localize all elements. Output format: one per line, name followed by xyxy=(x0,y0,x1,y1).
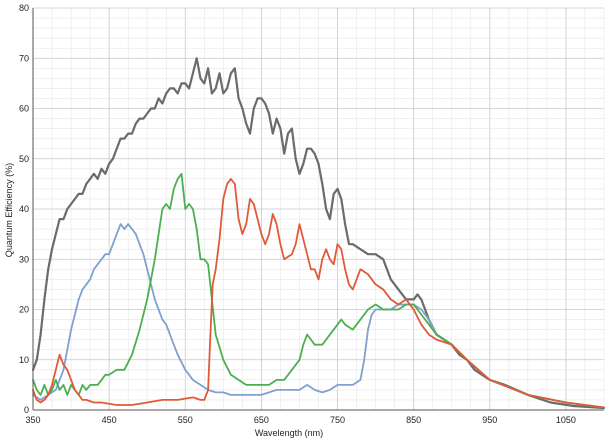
y-tick-label: 0 xyxy=(24,405,29,415)
x-tick-label: 950 xyxy=(482,415,497,425)
y-tick-label: 20 xyxy=(19,305,29,315)
y-tick-label: 10 xyxy=(19,355,29,365)
y-tick-labels: 0 10 20 30 40 50 60 70 80 xyxy=(19,3,29,415)
series-lines xyxy=(31,57,606,410)
y-tick-label: 70 xyxy=(19,53,29,63)
x-tick-label: 850 xyxy=(406,415,421,425)
y-axis-title: Quantum Efficiency (%) xyxy=(4,163,14,257)
x-tick-label: 350 xyxy=(25,415,40,425)
series-line-4 xyxy=(32,178,605,409)
axes xyxy=(32,8,604,411)
y-tick-label: 80 xyxy=(19,3,29,13)
x-tick-label: 750 xyxy=(330,415,345,425)
gridlines xyxy=(32,7,605,411)
x-tick-label: 550 xyxy=(178,415,193,425)
y-tick-label: 40 xyxy=(19,204,29,214)
x-tick-labels: 350 450 550 650 750 850 950 1050 xyxy=(25,415,575,425)
y-tick-label: 30 xyxy=(19,254,29,264)
x-axis-title: Wavelength (nm) xyxy=(255,428,323,438)
x-tick-label: 650 xyxy=(254,415,269,425)
y-tick-label: 50 xyxy=(19,154,29,164)
series-line-3 xyxy=(32,172,605,409)
x-tick-label: 1050 xyxy=(556,415,576,425)
x-tick-label: 450 xyxy=(102,415,117,425)
series-line-1 xyxy=(31,57,606,410)
y-tick-label: 60 xyxy=(19,104,29,114)
